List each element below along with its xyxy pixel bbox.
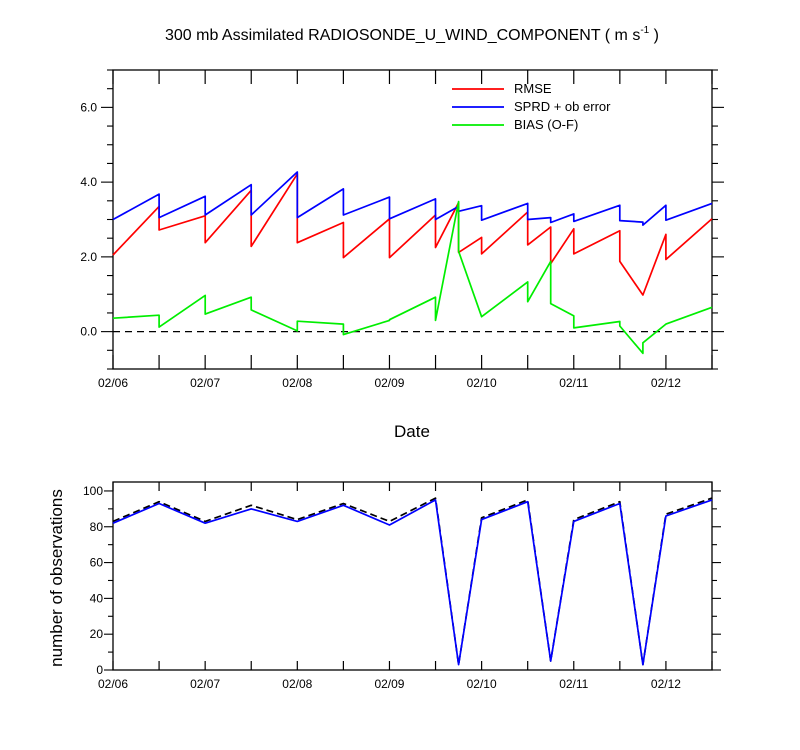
plot-frame bbox=[112, 481, 713, 671]
y-tick-label: 4.0 bbox=[80, 175, 97, 189]
top-xaxis-title: Date bbox=[394, 422, 430, 441]
x-tick-label: 02/07 bbox=[190, 677, 220, 691]
x-tick-label: 02/08 bbox=[282, 677, 312, 691]
x-tick-label: 02/12 bbox=[651, 376, 681, 390]
y-tick-label: 60 bbox=[90, 556, 104, 570]
bottom-yaxis-title: number of observations bbox=[47, 489, 66, 667]
x-tick-label: 02/12 bbox=[651, 677, 681, 691]
plot-frame bbox=[112, 69, 713, 370]
chart-title-main: 300 mb Assimilated RADIOSONDE_U_WIND_COM… bbox=[165, 27, 640, 44]
series-line-observations-assimilated bbox=[112, 499, 713, 666]
legend-label: RMSE bbox=[514, 81, 552, 96]
chart-title-superscript: -1 bbox=[640, 25, 649, 36]
series-line-rmse bbox=[112, 173, 713, 296]
x-tick-label: 02/06 bbox=[98, 677, 128, 691]
y-tick-label: 100 bbox=[83, 484, 103, 498]
y-tick-label: 0.0 bbox=[80, 325, 97, 339]
series-line-bias-o-f bbox=[112, 200, 713, 355]
x-tick-label: 02/11 bbox=[559, 376, 588, 390]
x-tick-label: 02/10 bbox=[467, 677, 497, 691]
y-tick-label: 80 bbox=[90, 520, 104, 534]
x-tick-label: 02/11 bbox=[559, 677, 588, 691]
y-tick-label: 20 bbox=[90, 627, 104, 641]
x-tick-label: 02/10 bbox=[467, 376, 497, 390]
chart-title: 300 mb Assimilated RADIOSONDE_U_WIND_COM… bbox=[165, 25, 659, 44]
legend-label: SPRD + ob error bbox=[514, 99, 611, 114]
bottom-plot: 02/06 02/07 02/08 02/09 02/10 02/11 02/12 0 20 40… bbox=[83, 481, 721, 691]
x-tick-label: 02/09 bbox=[374, 376, 404, 390]
top-plot: 02/06 02/07 02/08 02/09 02/10 02/11 02/12 0.0 2.… bbox=[80, 69, 724, 390]
x-tick-label: 02/07 bbox=[190, 376, 220, 390]
chart-title-close: ) bbox=[649, 27, 659, 44]
x-tick-label: 02/08 bbox=[282, 376, 312, 390]
y-tick-label: 2.0 bbox=[80, 250, 97, 264]
x-tick-label: 02/09 bbox=[374, 677, 404, 691]
x-tick-label: 02/06 bbox=[98, 376, 128, 390]
y-tick-label: 0 bbox=[96, 663, 103, 677]
legend-label: BIAS (O-F) bbox=[514, 117, 578, 132]
y-tick-label: 40 bbox=[90, 591, 104, 605]
y-tick-label: 6.0 bbox=[80, 100, 97, 114]
